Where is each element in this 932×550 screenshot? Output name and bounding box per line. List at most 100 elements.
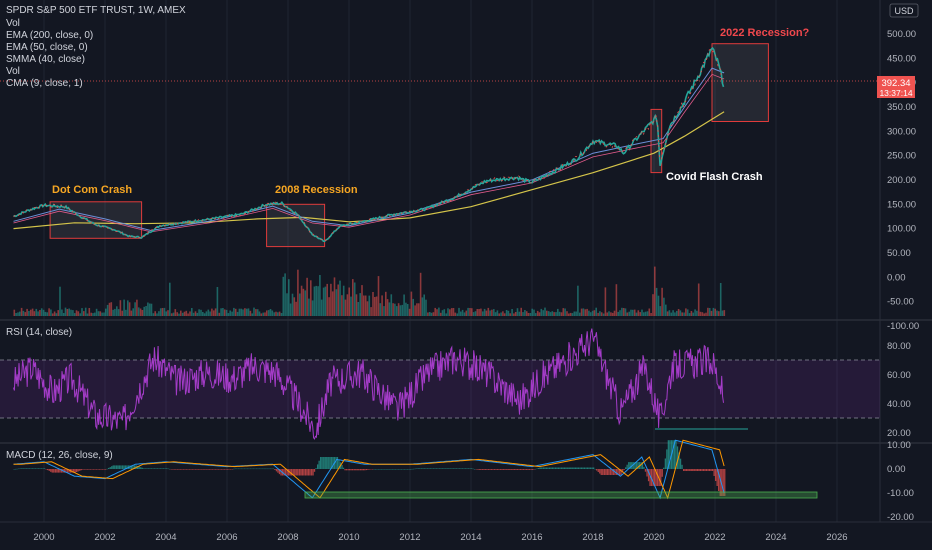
price-tick: -50.00 [887,297,914,308]
volume-bar [696,310,698,316]
volume-bar [452,308,455,316]
legend-ema200[interactable]: EMA (200, close, 0) [6,30,93,41]
year-tick-2010: 2010 [338,532,359,543]
macd-hist-bar [123,465,125,469]
rsi-title[interactable]: RSI (14, close) [6,327,72,338]
volume-bar [668,310,671,316]
indicator-legend: SPDR S&P 500 ETF TRUST, 1W, AMEX Vol EMA… [6,5,186,461]
macd-hist-bar [315,468,317,469]
macd-hist-bar [489,469,491,470]
macd-hist-bar [111,466,113,469]
macd-hist-bar [629,462,631,469]
volume-bar [496,310,499,316]
price-tick: 200.00 [887,175,916,186]
macd-hist-bar [416,468,418,469]
price-series[interactable] [13,46,725,242]
volume-bar [169,282,171,316]
legend-cma[interactable]: CMA (9, close, 1) [6,78,83,89]
macd-hist-bar [414,468,416,470]
volume-bar [19,311,21,316]
macd-hist-bar [56,469,58,473]
year-tick-2014: 2014 [460,532,481,543]
macd-hist-bar [266,468,268,470]
volume-bar [81,308,83,316]
macd-hist-bar [178,469,180,470]
macd-hist-bar [288,469,290,476]
macd-hist-bar [204,469,206,470]
annotation-dotcom: Dot Com Crash [52,184,132,196]
macd-hist-bar [164,468,166,469]
symbol-title[interactable]: SPDR S&P 500 ETF TRUST, 1W, AMEX [6,5,186,16]
legend-vol[interactable]: Vol [6,18,20,29]
volume-bar [53,311,56,316]
macd-hist-bar [47,469,49,471]
volume-bar [591,310,594,316]
macd-hist-bar [724,469,726,496]
volume-bar [187,313,189,316]
macd-hist-bar [516,469,518,470]
legend-vol-2[interactable]: Vol [6,66,20,77]
macd-hist-bar [33,468,35,469]
macd-hist-bar [413,468,415,470]
year-tick-2000: 2000 [33,532,54,543]
macd-hist-bar [342,467,345,469]
macd-hist-bar [510,469,512,470]
price-tick: -100.00 [887,321,919,332]
macd-hist-bar [676,446,679,469]
volume-bar [416,303,418,316]
macd-hist-bar [658,469,660,486]
macd-hist-bar [170,469,172,470]
macd-hist-bar [708,469,711,471]
macd-hist-bar [576,467,578,469]
macd-hist-bar [431,468,433,469]
volume-bar [438,307,440,316]
volume-bar [423,294,425,316]
annotation-boxes[interactable] [49,43,769,248]
macd-hist-bar [611,469,613,475]
time-axis[interactable]: 2000 2002 2004 2006 2008 2010 2012 2014 2016 2018… [33,532,847,543]
macd-hist-bar [306,469,308,476]
macd-title[interactable]: MACD (12, 26, close, 9) [6,450,113,461]
macd-hist-bar [15,468,17,470]
volume-bar [277,312,279,316]
volume-bar [288,279,290,316]
annotation-box-3[interactable] [711,43,769,123]
macd-hist-bar [393,469,395,470]
legend-smma[interactable]: SMMA (40, close) [6,54,85,65]
volume-bar [141,310,144,316]
volume-bar [657,295,660,316]
macd-hist-bar [237,468,239,470]
volume-bar [73,313,76,316]
annotation-box-1[interactable] [266,203,326,248]
volume-bar [388,302,391,316]
macd-hist-bar [591,467,593,469]
macd-tick: -20.00 [887,512,914,523]
volume-bar [522,312,524,316]
macd-hist-bar [53,469,55,473]
volume-bar [441,310,444,316]
volume-bar [392,303,394,316]
currency-button[interactable]: USD [889,3,919,18]
macd-hist-bar [496,469,499,470]
volume-bar [123,299,125,316]
volume-bar [544,307,546,316]
volume-bar [588,310,590,316]
legend-ema50[interactable]: EMA (50, close, 0) [6,42,88,53]
volume-bar [414,305,416,316]
macd-hist-bar [338,459,340,469]
macd-support-zone[interactable] [304,491,818,499]
macd-hist-bar [159,468,162,469]
volume-bar [443,309,446,316]
rsi-line[interactable] [13,328,724,440]
volume-bar [383,306,385,316]
macd-hist-bar [112,465,114,469]
macd-hist-bar [356,469,358,471]
volume-bar [320,299,323,316]
macd-hist-bar [144,468,146,469]
macd-hist-bar [36,468,38,469]
macd-hist-bar [507,469,509,470]
volume-bar [30,309,32,316]
macd-hist-bar [429,468,432,469]
macd-hist-bar [471,468,473,469]
